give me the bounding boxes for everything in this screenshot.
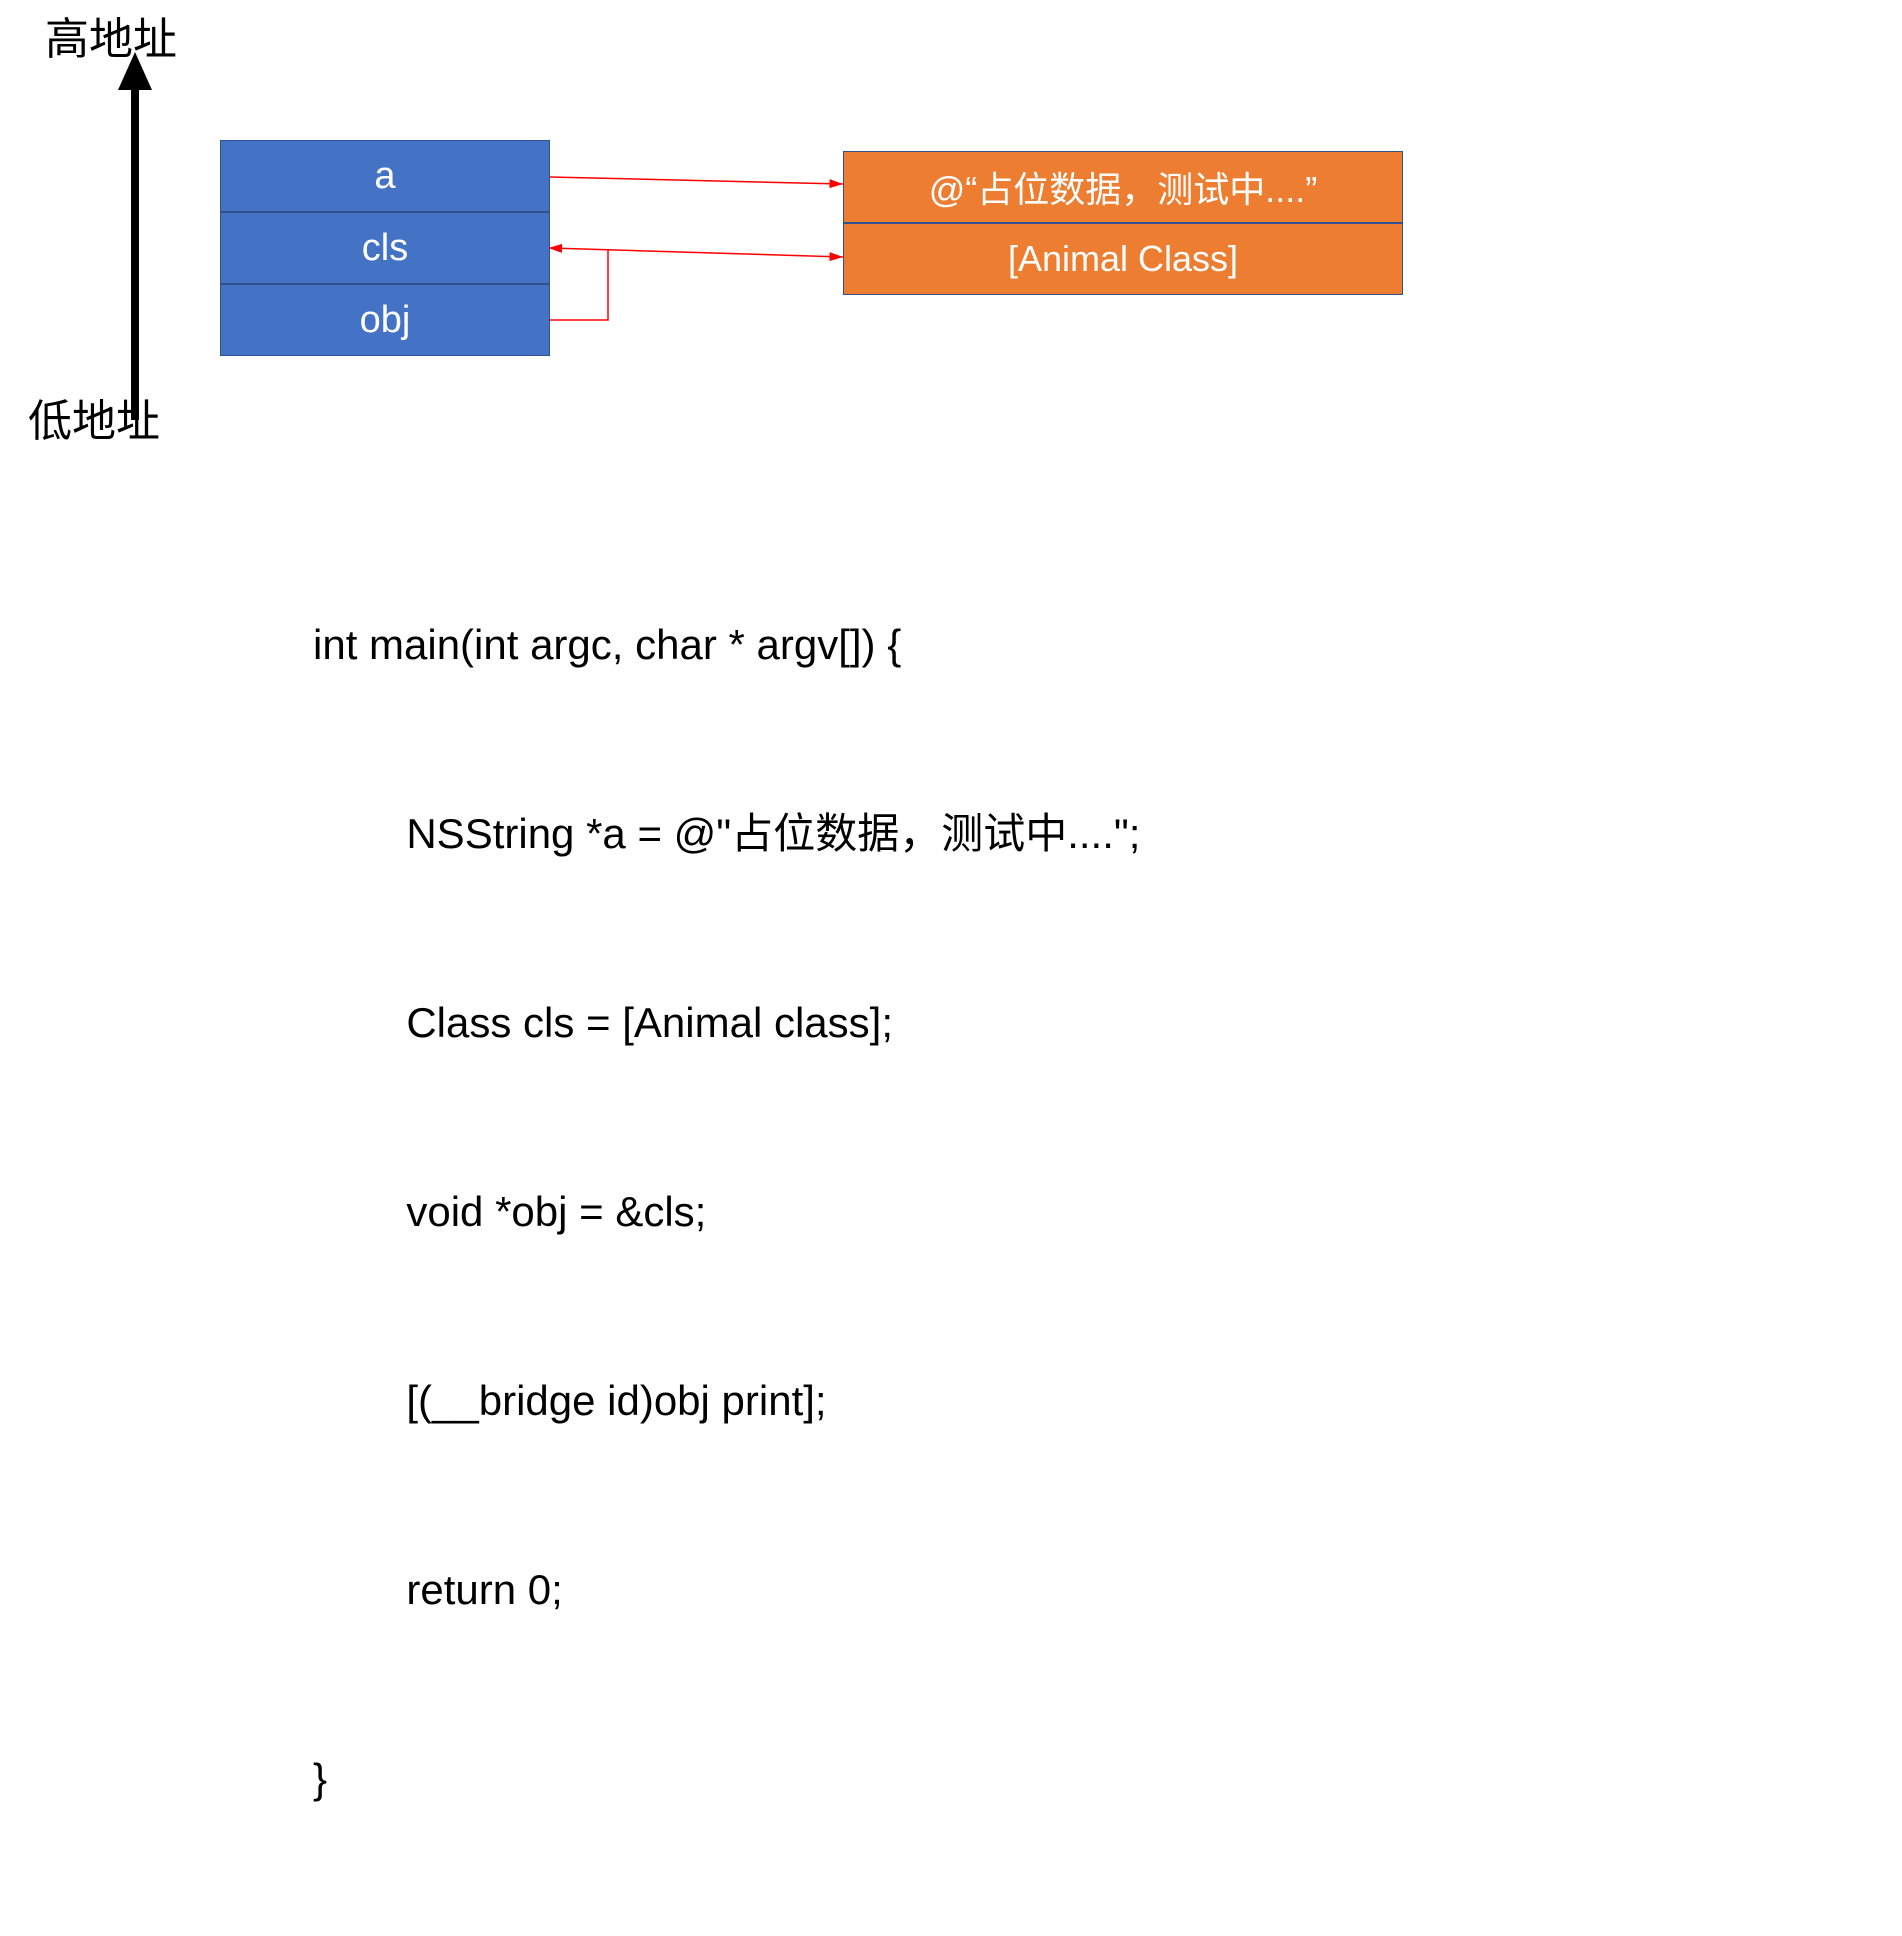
stack-cell-label: obj — [360, 299, 411, 342]
code-line: [(__bridge id)obj print]; — [313, 1369, 1140, 1432]
heap-cell-label: [Animal Class] — [1008, 238, 1238, 280]
stack-cell-a: a — [220, 140, 550, 212]
heap-cell-class: [Animal Class] — [843, 223, 1403, 295]
code-line: return 0; — [313, 1558, 1140, 1621]
code-line: NSString *a = @"占位数据，测试中...."; — [313, 802, 1140, 865]
code-line: Class cls = [Animal class]; — [313, 991, 1140, 1054]
axis-top-label: 高地址 — [45, 3, 177, 67]
stack-cell-label: cls — [362, 227, 408, 270]
arrow-cls-to-class — [550, 248, 843, 257]
stack-cell-obj: obj — [220, 284, 550, 356]
diagram-canvas: 高地址 低地址 a cls obj @“占位数据，测试中....” [Anima… — [0, 0, 1902, 1098]
stack-cell-label: a — [374, 155, 395, 198]
heap-cell-label: @“占位数据，测试中....” — [929, 161, 1318, 213]
stack-cell-cls: cls — [220, 212, 550, 284]
axis-bottom-label: 低地址 — [28, 385, 160, 449]
code-line: void *obj = &cls; — [313, 1180, 1140, 1243]
axis-arrow — [118, 52, 152, 420]
code-line: } — [313, 1747, 1140, 1810]
heap-cell-string: @“占位数据，测试中....” — [843, 151, 1403, 223]
arrow-obj-to-cls — [550, 250, 608, 320]
arrow-a-to-string — [550, 177, 843, 184]
code-line: int main(int argc, char * argv[]) { — [313, 613, 1140, 676]
code-block: int main(int argc, char * argv[]) { NSSt… — [313, 487, 1140, 1936]
